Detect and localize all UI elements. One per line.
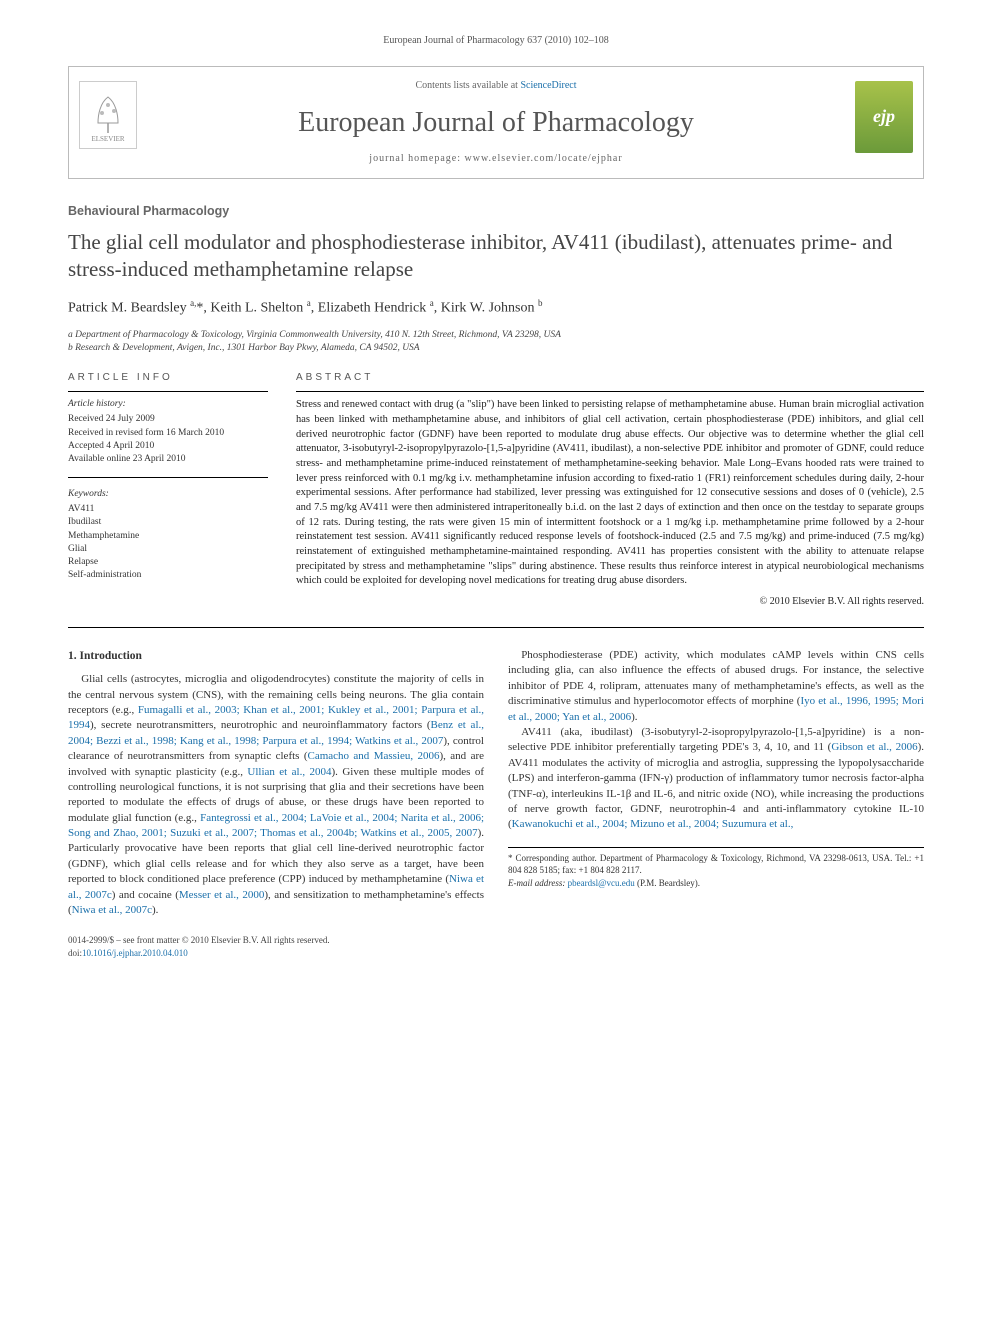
elsevier-label: ELSEVIER (91, 135, 124, 145)
email-suffix: (P.M. Beardsley). (635, 878, 700, 888)
history-item: Available online 23 April 2010 (68, 453, 268, 466)
email-label: E-mail address: (508, 878, 568, 888)
section-label: Behavioural Pharmacology (68, 203, 924, 221)
journal-badge: ejp (855, 81, 913, 153)
homepage-line: journal homepage: www.elsevier.com/locat… (159, 152, 833, 166)
sciencedirect-link[interactable]: ScienceDirect (520, 80, 576, 91)
doi-link[interactable]: 10.1016/j.ejphar.2010.04.010 (82, 948, 188, 958)
homepage-prefix: journal homepage: (369, 153, 464, 164)
elsevier-logo: ELSEVIER (79, 81, 137, 149)
info-row: article info Article history: Received 2… (68, 371, 924, 609)
keywords-label: Keywords: (68, 488, 268, 501)
keyword: AV411 (68, 503, 268, 516)
email-link[interactable]: pbeardsl@vcu.edu (568, 878, 635, 888)
history-item: Accepted 4 April 2010 (68, 440, 268, 453)
paragraph: Glial cells (astrocytes, microglia and o… (68, 672, 484, 918)
citation-link[interactable]: Camacho and Massieu, 2006 (308, 750, 440, 762)
divider (68, 627, 924, 628)
citation-link[interactable]: Gibson et al., 2006 (831, 741, 917, 753)
abstract-text: Stress and renewed contact with drug (a … (296, 398, 924, 589)
page-footer: 0014-2999/$ – see front matter © 2010 El… (68, 934, 924, 959)
citation-link[interactable]: Kawanokuchi et al., 2004; Mizuno et al.,… (512, 818, 794, 830)
email-line: E-mail address: pbeardsl@vcu.edu (P.M. B… (508, 877, 924, 890)
tree-icon (90, 93, 126, 135)
citation-link[interactable]: Messer et al., 2000 (179, 889, 264, 901)
paragraph: AV411 (aka, ibudilast) (3-isobutyryl-2-i… (508, 725, 924, 833)
body-text: 1. Introduction Glial cells (astrocytes,… (68, 648, 924, 918)
contents-line: Contents lists available at ScienceDirec… (159, 79, 833, 93)
journal-badge-label: ejp (873, 104, 895, 129)
abstract-copyright: © 2010 Elsevier B.V. All rights reserved… (296, 595, 924, 609)
running-head: European Journal of Pharmacology 637 (20… (68, 34, 924, 48)
keyword: Relapse (68, 556, 268, 569)
authors: Patrick M. Beardsley a,*, Keith L. Shelt… (68, 297, 924, 318)
history-label: Article history: (68, 398, 268, 411)
doi-prefix: doi: (68, 948, 82, 958)
abstract-heading: abstract (296, 371, 924, 385)
history-item: Received 24 July 2009 (68, 413, 268, 426)
article-info-heading: article info (68, 371, 268, 385)
article-info: article info Article history: Received 2… (68, 371, 268, 609)
abstract-block: abstract Stress and renewed contact with… (296, 371, 924, 609)
intro-heading: 1. Introduction (68, 648, 484, 664)
homepage-url: www.elsevier.com/locate/ejphar (465, 153, 623, 164)
footnote: * Corresponding author. Department of Ph… (508, 847, 924, 890)
affiliation-a: a Department of Pharmacology & Toxicolog… (68, 329, 924, 342)
keyword: Methamphetamine (68, 530, 268, 543)
contents-prefix: Contents lists available at (415, 80, 520, 91)
affiliation-b: b Research & Development, Avigen, Inc., … (68, 342, 924, 355)
citation-link[interactable]: Ullian et al., 2004 (247, 766, 331, 778)
keyword: Glial (68, 543, 268, 556)
keyword: Ibudilast (68, 516, 268, 529)
footer-doi-line: doi:10.1016/j.ejphar.2010.04.010 (68, 947, 924, 960)
affiliations: a Department of Pharmacology & Toxicolog… (68, 329, 924, 356)
journal-name: European Journal of Pharmacology (159, 103, 833, 142)
corresponding-author: * Corresponding author. Department of Ph… (508, 852, 924, 877)
citation-link[interactable]: Niwa et al., 2007c (72, 904, 152, 916)
keyword: Self-administration (68, 569, 268, 582)
footer-copyright: 0014-2999/$ – see front matter © 2010 El… (68, 934, 924, 947)
history-item: Received in revised form 16 March 2010 (68, 427, 268, 440)
article-title: The glial cell modulator and phosphodies… (68, 229, 924, 284)
masthead: ELSEVIER ejp Contents lists available at… (68, 66, 924, 179)
paragraph: Phosphodiesterase (PDE) activity, which … (508, 648, 924, 725)
